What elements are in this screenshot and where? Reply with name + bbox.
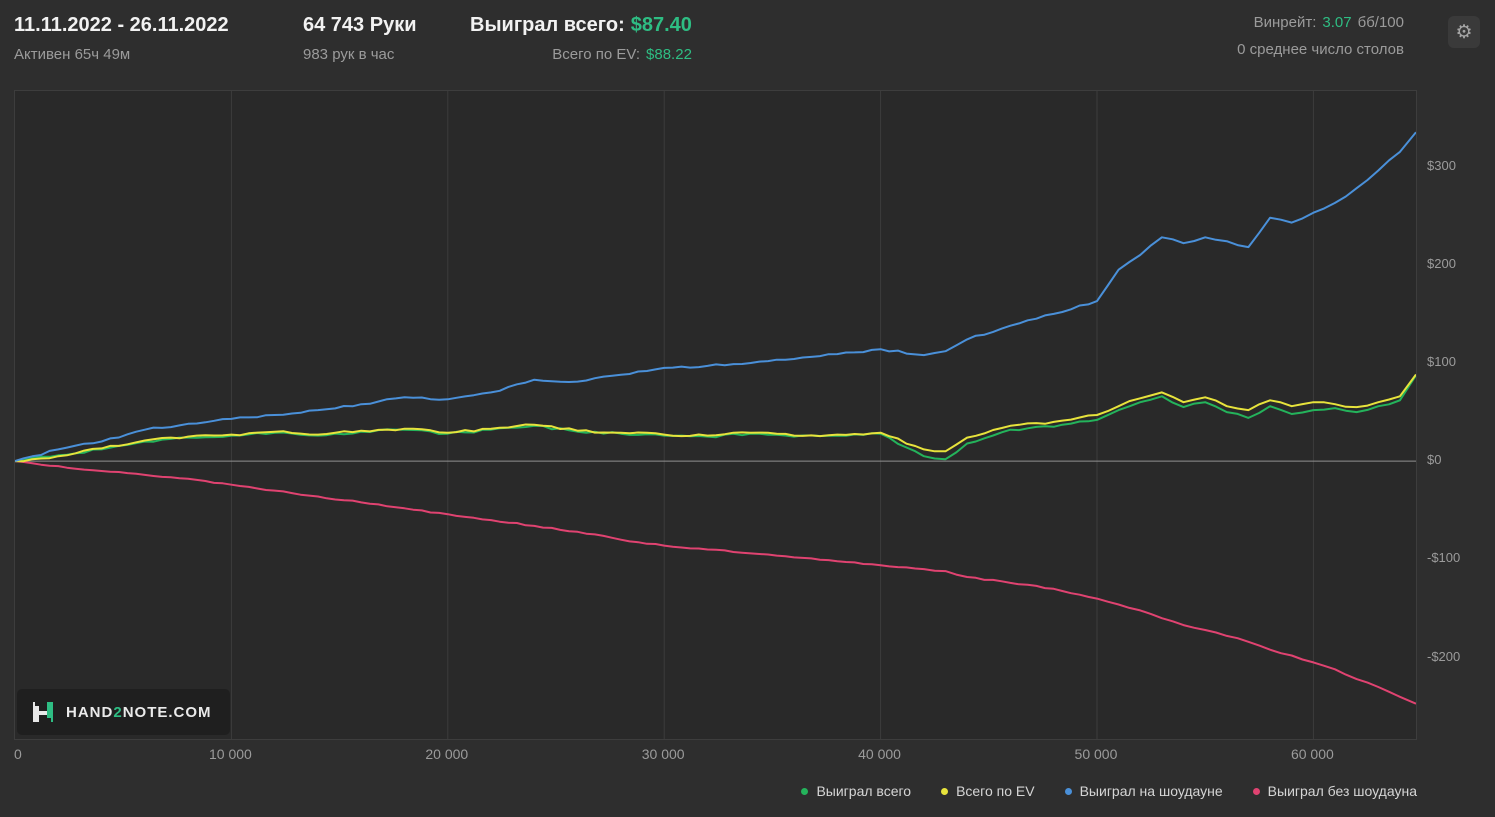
series-won-showdown [15,131,1416,463]
legend-label: Выиграл всего [816,783,912,799]
legend-item[interactable]: Выиграл всего [801,783,911,799]
y-axis-tick-label: $0 [1427,452,1442,468]
x-axis-tick-label: 60 000 [1290,746,1334,762]
gear-icon: ⚙ [1455,21,1473,43]
legend-dot-icon [941,787,949,795]
y-axis-tick-label: $300 [1427,157,1456,173]
legend-label: Выиграл на шоудауне [1079,783,1223,799]
winrate-value: 3.07 [1322,14,1352,31]
settings-button[interactable]: ⚙ [1448,16,1480,48]
winnings-summary: Выиграл всего: $87.40 Всего по EV: $88.2… [470,14,692,63]
legend-dot-icon [801,787,809,795]
hands-per-hour: 983 рук в час [303,46,395,63]
legend-dot-icon [1252,787,1260,795]
winrate-unit: бб/100 [1357,14,1404,31]
y-axis-tick-label: -$200 [1427,648,1461,664]
x-axis-tick-label: 0 [14,746,22,762]
hands-count: 64 743 Руки [303,14,417,36]
hand2note-logo-icon [33,702,53,722]
won-total-label: Выиграл всего: [470,14,625,36]
graph-canvas [15,91,1416,739]
legend-item[interactable]: Выиграл на шоудауне [1064,783,1223,799]
legend-label: Выиграл без шоудауна [1267,783,1417,799]
x-axis-tick-label: 50 000 [1074,746,1118,762]
active-time: Активен 65ч 49м [14,46,131,63]
winrate-label: Винрейт: [1253,14,1317,31]
hand2note-logo-text: HAND2NOTE.COM [66,703,212,721]
legend-dot-icon [1064,787,1072,795]
winrate-summary: Винрейт: 3.07 бб/100 0 среднее число сто… [1237,14,1404,58]
legend-item[interactable]: Выиграл без шоудауна [1252,783,1417,799]
ev-total-value: $88.22 [646,46,692,63]
date-range[interactable]: 11.11.2022 - 26.11.2022 [14,14,229,36]
legend-label: Всего по EV [956,783,1035,799]
ev-total-label: Всего по EV: [552,46,641,63]
x-axis-tick-label: 40 000 [858,746,901,762]
x-axis-tick-label: 10 000 [208,746,252,762]
graph-plot-area[interactable]: HAND2NOTE.COM [14,90,1417,740]
x-axis-tick-label: 30 000 [641,746,685,762]
hand2note-logo: HAND2NOTE.COM [17,689,230,735]
won-total-value: $87.40 [630,14,692,36]
y-axis-tick-label: -$100 [1427,550,1461,566]
chart-legend: Выиграл всего Всего по EV Выиграл на шоуда… [801,783,1417,799]
y-axis-tick-label: $100 [1427,353,1456,369]
avg-tables: 0 среднее число столов [1237,41,1404,58]
y-axis-tick-label: $200 [1427,255,1456,271]
legend-item[interactable]: Всего по EV [941,783,1035,799]
x-axis-tick-label: 20 000 [425,746,469,762]
series-won-nonshowdown [15,460,1416,705]
series-ev-total [15,373,1416,463]
